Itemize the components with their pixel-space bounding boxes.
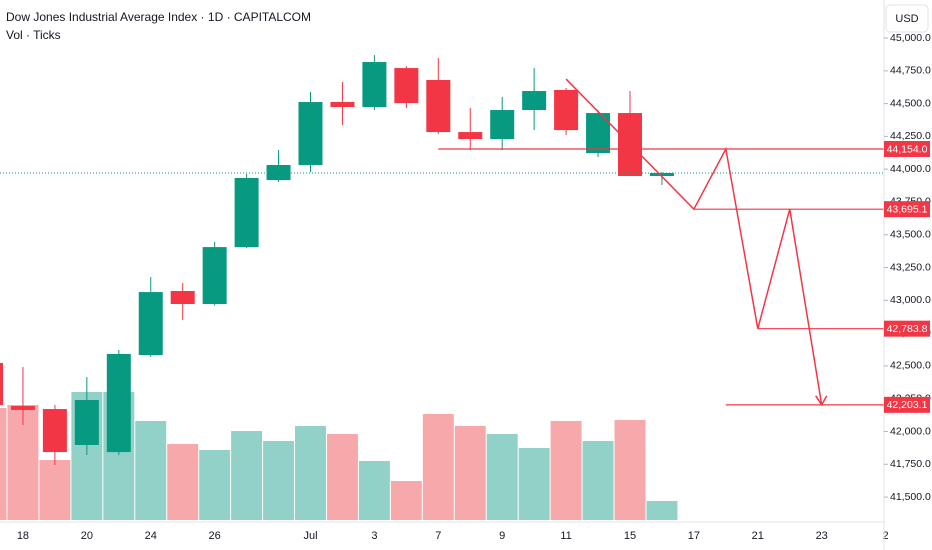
volume-bar	[518, 448, 550, 520]
candle-body	[490, 110, 515, 140]
x-tick-label: Jul	[303, 530, 317, 542]
candle-body	[170, 291, 195, 304]
volume-bar	[486, 434, 518, 520]
y-tick-label: 41,500.0	[890, 491, 931, 503]
candle-body	[330, 102, 355, 108]
x-tick-label: 21	[752, 530, 764, 542]
x-tick-label: 7	[435, 530, 441, 542]
projection-path	[565, 78, 823, 405]
candle-body	[586, 113, 611, 154]
volume-bar	[646, 501, 678, 520]
volume-bar	[0, 408, 7, 520]
x-tick-label: 17	[688, 530, 700, 542]
x-tick-label: 23	[816, 530, 828, 542]
x-tick-label: 3	[371, 530, 377, 542]
x-tick-label: 18	[17, 530, 29, 542]
volume-bar	[199, 450, 231, 520]
candle-body	[394, 68, 419, 104]
level-label: 43,695.1	[887, 203, 928, 215]
level-label-box	[884, 201, 930, 218]
y-tick-label: 43,250.0	[890, 261, 931, 273]
candle-body	[266, 164, 291, 181]
y-tick-label: 44,500.0	[890, 97, 931, 109]
y-tick-label: 42,000.0	[890, 425, 931, 437]
candle-body	[522, 91, 547, 111]
level-label: 44,154.0	[887, 143, 928, 155]
x-tick-label: 20	[81, 530, 93, 542]
level-label-box	[884, 140, 930, 157]
currency-label[interactable]: USD	[895, 13, 918, 25]
level-label-box	[884, 396, 930, 413]
volume-bar	[390, 481, 422, 520]
candle-body	[0, 363, 3, 405]
x-tick-label: 11	[560, 530, 571, 542]
y-tick-label: 43,000.0	[890, 294, 931, 306]
candle-body	[426, 80, 451, 133]
y-tick-label: 44,250.0	[890, 130, 931, 142]
candle-body	[10, 406, 35, 410]
level-label-box	[884, 320, 930, 337]
volume-bar	[422, 414, 454, 520]
candle-body	[202, 247, 227, 304]
y-axis: 45,000.0 44,750.0 44,500.0 44,250.0 44,000.0…	[884, 32, 931, 503]
volume-bar	[135, 421, 167, 520]
volume-bar	[614, 420, 646, 520]
candle-body	[649, 172, 674, 176]
y-tick-label: 42,500.0	[890, 360, 931, 372]
y-tick-label: 45,000.0	[890, 32, 931, 44]
level-label: 42,203.1	[887, 399, 928, 411]
y-tick-label: 44,750.0	[890, 65, 931, 77]
volume-bar	[39, 460, 71, 520]
projection-arrowhead	[815, 395, 828, 407]
plot-area	[0, 55, 884, 520]
volume-bar	[550, 421, 582, 520]
x-tick-label: 2	[883, 530, 889, 542]
level-label: 42,783.8	[887, 323, 928, 335]
candle-body	[74, 400, 99, 445]
volume-bar	[167, 444, 199, 520]
candle-body	[362, 62, 387, 108]
volume-bar	[454, 426, 486, 520]
candle-body	[298, 102, 323, 165]
y-tick-label: 43,500.0	[890, 229, 931, 241]
volume-bar	[358, 461, 390, 520]
chart-title: Dow Jones Industrial Average Index · 1D …	[6, 10, 311, 24]
candle-body	[554, 89, 579, 131]
volume-indicator: Vol · Ticks	[6, 28, 61, 42]
candle-body	[458, 132, 483, 140]
volume-bar	[231, 431, 263, 520]
volume-bar	[263, 441, 295, 520]
candle-body	[234, 177, 259, 248]
y-tick-label: 41,750.0	[890, 458, 931, 470]
x-tick-label: 24	[145, 530, 157, 542]
candle-body	[106, 353, 131, 453]
volume-bar	[582, 441, 614, 520]
x-tick-label: 26	[209, 530, 221, 542]
volume-bar	[326, 434, 358, 520]
x-tick-label: 15	[624, 530, 636, 542]
candle-body	[138, 292, 163, 356]
x-tick-label: 9	[499, 530, 505, 542]
x-axis: 18 20 24 26 Jul 3 7 9 11 15 17 21 23 2	[17, 530, 889, 542]
currency-button[interactable]	[885, 4, 929, 33]
y-tick-label: 44,000.0	[890, 163, 931, 175]
volume-bar	[295, 426, 326, 520]
candle-body	[42, 409, 67, 453]
